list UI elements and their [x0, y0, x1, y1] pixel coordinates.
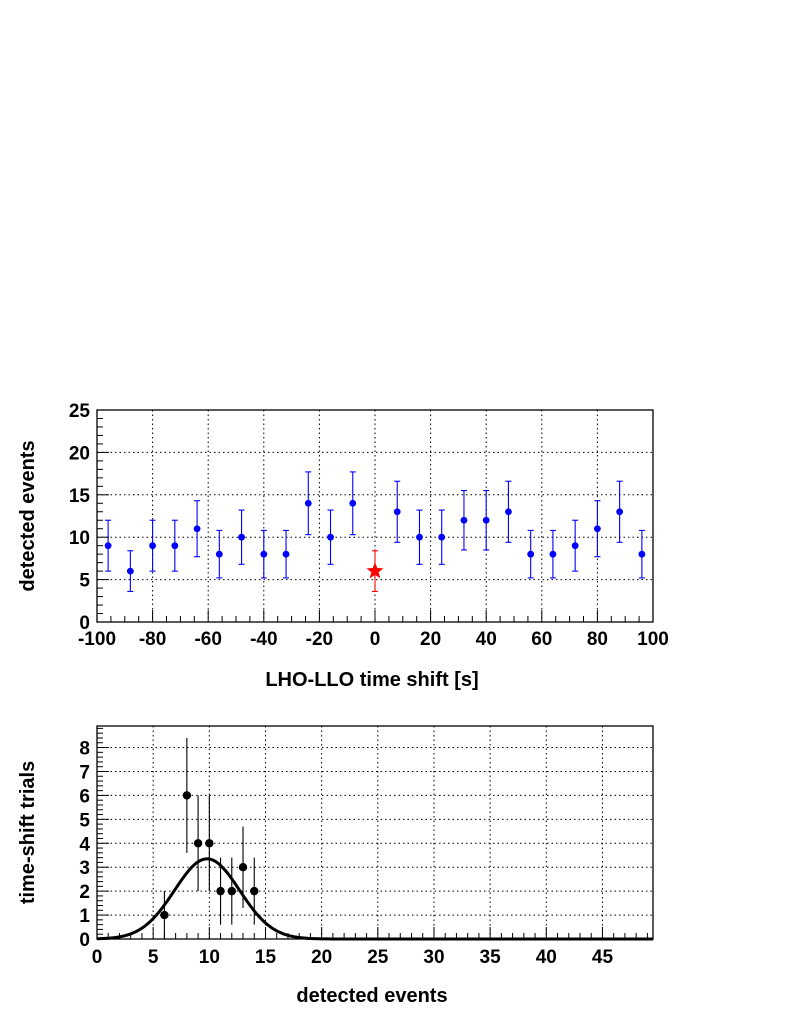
- x-tick-label: 15: [255, 947, 277, 968]
- data-point: [460, 516, 468, 524]
- data-point: [327, 533, 334, 541]
- y-axis-title: detected events: [17, 440, 39, 591]
- data-point: [527, 550, 535, 558]
- data-point: [193, 525, 201, 533]
- data-point: [215, 550, 223, 558]
- x-tick-label: 80: [587, 629, 608, 650]
- data-point: [250, 886, 259, 896]
- data-point: [594, 525, 601, 533]
- x-tick-label: 10: [199, 947, 220, 968]
- y-tick-label: 7: [79, 762, 90, 783]
- y-tick-label: 4: [79, 834, 90, 855]
- x-tick-label: 35: [480, 947, 502, 968]
- y-axis-title: time-shift trials: [17, 761, 39, 904]
- data-point: [438, 533, 446, 541]
- data-point: [549, 550, 557, 558]
- data-point: [238, 863, 248, 872]
- data-point: [349, 499, 357, 507]
- x-tick-label: 60: [531, 629, 552, 650]
- x-tick-label: 40: [476, 629, 497, 650]
- x-tick-label: 0: [370, 629, 381, 650]
- y-tick-label: 5: [79, 571, 90, 592]
- x-tick-label: 30: [423, 947, 444, 968]
- y-tick-label: 0: [79, 930, 90, 951]
- y-tick-label: 5: [79, 810, 90, 831]
- data-point: [282, 550, 290, 558]
- y-tick-label: 3: [79, 858, 90, 879]
- data-point: [126, 567, 134, 575]
- data-point: [160, 910, 169, 920]
- data-point: [171, 542, 179, 550]
- gaussian-fit-curve: [96, 857, 653, 941]
- x-tick-label: -20: [306, 629, 333, 650]
- data-point: [182, 791, 192, 800]
- y-tick-label: 2: [79, 882, 90, 903]
- time-shift-chart: -100 -80 -60 -40 -20 0 20 40 60 80 100 0 5 10 15 20 25 LH…: [17, 401, 669, 691]
- x-tick-label: -60: [194, 629, 221, 650]
- data-point: [416, 533, 423, 541]
- data-point: [260, 550, 268, 558]
- x-tick-label: 45: [592, 947, 614, 968]
- data-point: [616, 508, 624, 516]
- x-tick-label: 20: [420, 629, 441, 650]
- x-tick-label: 40: [536, 947, 557, 968]
- y-tick-label: 6: [79, 786, 90, 807]
- x-tick-label: 20: [311, 947, 332, 968]
- data-point: [193, 839, 203, 848]
- x-tick-label: 5: [148, 947, 159, 968]
- data-point: [482, 516, 490, 524]
- plot-frame: [96, 725, 654, 940]
- data-point-star: [366, 562, 384, 579]
- x-tick-label: -100: [78, 629, 116, 650]
- data-point: [304, 499, 312, 507]
- x-tick-label: 25: [367, 947, 389, 968]
- x-tick-label: -40: [250, 629, 277, 650]
- y-tick-label: 1: [79, 906, 90, 927]
- y-tick-label: 20: [69, 443, 90, 464]
- data-point: [149, 542, 157, 550]
- data-point: [638, 550, 646, 558]
- data-point: [216, 886, 225, 896]
- y-tick-label: 15: [69, 486, 91, 507]
- x-tick-label: 100: [637, 629, 669, 650]
- data-point: [505, 508, 512, 516]
- data-point: [205, 839, 214, 848]
- y-tick-label: 0: [79, 613, 90, 634]
- data-point: [238, 533, 245, 541]
- x-tick-label: 0: [92, 947, 103, 968]
- data-point: [104, 542, 112, 550]
- x-tick-label: -80: [139, 629, 166, 650]
- data-point: [227, 886, 236, 896]
- data-point: [393, 508, 401, 516]
- data-point: [571, 542, 579, 550]
- y-tick-label: 10: [69, 528, 90, 549]
- y-tick-label: 25: [69, 401, 91, 422]
- x-axis-title: LHO-LLO time shift [s]: [265, 669, 478, 691]
- x-axis-title: detected events: [296, 985, 447, 1007]
- y-tick-label: 8: [79, 739, 90, 760]
- plot-frame: [96, 409, 654, 623]
